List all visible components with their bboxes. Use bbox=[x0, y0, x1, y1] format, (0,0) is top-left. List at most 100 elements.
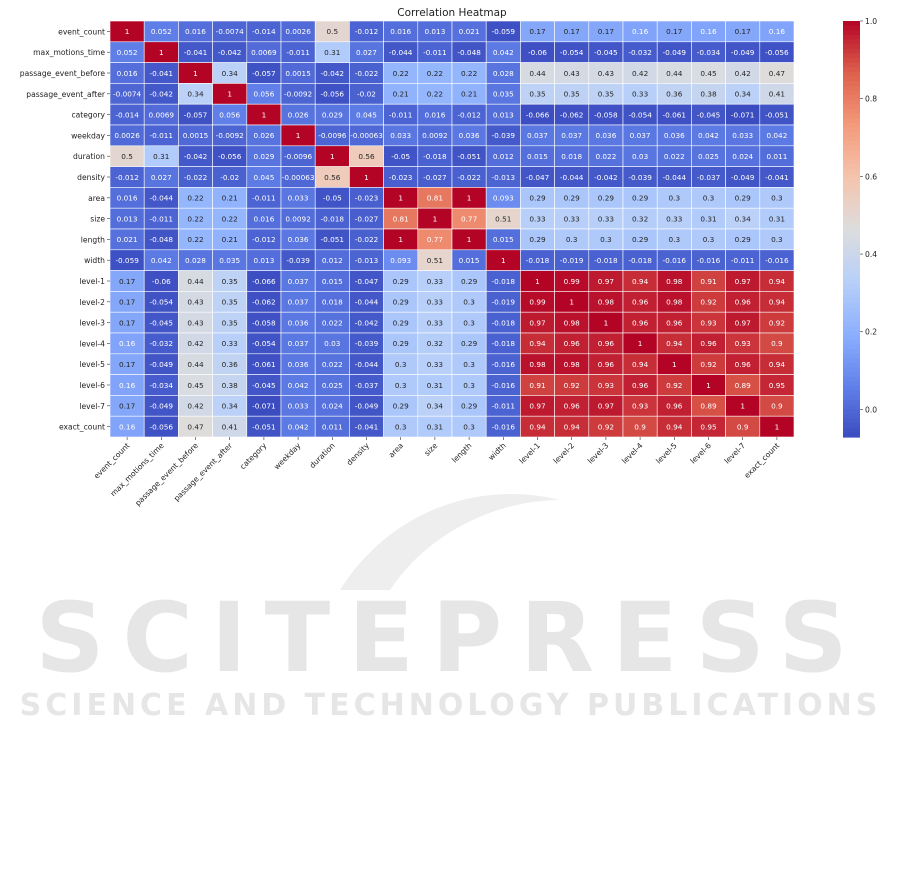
cell-value-label: -0.019 bbox=[560, 256, 584, 265]
colorbar-segment bbox=[843, 427, 860, 433]
cell-value-label: -0.041 bbox=[355, 422, 379, 431]
cell-value-label: 0.016 bbox=[253, 214, 274, 223]
cell-value-label: 0.0026 bbox=[114, 131, 140, 140]
cell-value-label: -0.041 bbox=[150, 69, 174, 78]
cell-value-label: -0.054 bbox=[628, 110, 652, 119]
watermark-swoosh-icon bbox=[340, 494, 560, 590]
cell-value-label: 0.29 bbox=[393, 402, 410, 411]
cell-value-label: 0.34 bbox=[735, 214, 752, 223]
cell-value-label: 0.33 bbox=[427, 277, 444, 286]
colorbar-tick-label: 1.0 bbox=[865, 17, 877, 26]
cell-value-label: 0.93 bbox=[700, 318, 717, 327]
colorbar-segment bbox=[843, 187, 860, 193]
cell-value-label: -0.037 bbox=[697, 173, 721, 182]
cell-value-label: 0.3 bbox=[771, 235, 783, 244]
colorbar-segment bbox=[843, 173, 860, 179]
cell-value-label: -0.014 bbox=[252, 27, 276, 36]
x-tick-label: level-3 bbox=[586, 441, 611, 466]
colorbar-segment bbox=[843, 201, 860, 207]
colorbar-segment bbox=[843, 413, 860, 420]
colorbar-segment bbox=[843, 21, 860, 27]
cell-value-label: 0.028 bbox=[493, 69, 514, 78]
cell-value-label: 0.012 bbox=[493, 152, 514, 161]
cell-value-label: -0.016 bbox=[765, 256, 789, 265]
colorbar-segment bbox=[843, 423, 860, 429]
cell-value-label: -0.012 bbox=[457, 110, 481, 119]
cell-value-label: 1 bbox=[364, 173, 369, 182]
cell-value-label: -0.016 bbox=[492, 381, 516, 390]
cell-value-label: 0.94 bbox=[529, 339, 546, 348]
colorbar-segment bbox=[843, 182, 860, 188]
cell-value-label: -0.056 bbox=[150, 422, 174, 431]
cell-value-label: 0.98 bbox=[529, 360, 546, 369]
cell-value-label: 0.013 bbox=[424, 27, 445, 36]
cell-value-label: 0.17 bbox=[119, 318, 136, 327]
cell-value-label: 0.29 bbox=[632, 235, 649, 244]
cell-value-label: 0.31 bbox=[769, 214, 785, 223]
colorbar-segment bbox=[843, 25, 860, 31]
cell-value-label: 0.22 bbox=[427, 69, 443, 78]
cell-value-label: 0.34 bbox=[427, 402, 444, 411]
cell-value-label: 0.036 bbox=[288, 360, 309, 369]
cell-value-label: -0.012 bbox=[252, 235, 276, 244]
colorbar-segment bbox=[843, 113, 860, 119]
cell-value-label: -0.016 bbox=[492, 422, 516, 431]
cell-value-label: 0.0015 bbox=[285, 69, 311, 78]
cell-value-label: 1 bbox=[535, 277, 540, 286]
cell-value-label: 0.036 bbox=[459, 131, 480, 140]
cell-value-label: -0.0074 bbox=[216, 27, 245, 36]
cell-value-label: 0.22 bbox=[187, 214, 203, 223]
cell-value-label: 0.97 bbox=[598, 277, 615, 286]
colorbar-tick-label: 0.4 bbox=[865, 250, 877, 259]
colorbar-segment bbox=[843, 400, 860, 406]
cell-value-label: 0.47 bbox=[187, 422, 204, 431]
cell-value-label: 0.22 bbox=[187, 235, 203, 244]
watermark-tagline: SCIENCE AND TECHNOLOGY PUBLICATIONS bbox=[19, 688, 882, 723]
cell-value-label: -0.0092 bbox=[284, 90, 312, 99]
cell-value-label: -0.039 bbox=[286, 256, 310, 265]
cell-value-label: 0.77 bbox=[427, 235, 444, 244]
cell-value-label: 0.22 bbox=[222, 214, 238, 223]
y-tick-label: area bbox=[88, 194, 105, 203]
cell-value-label: 0.029 bbox=[322, 110, 343, 119]
cell-value-label: -0.044 bbox=[389, 48, 413, 57]
cell-value-label: 0.36 bbox=[222, 360, 239, 369]
cell-value-label: -0.044 bbox=[150, 194, 174, 203]
cell-value-label: 0.042 bbox=[151, 256, 172, 265]
cell-value-label: 0.015 bbox=[527, 152, 548, 161]
colorbar-segment bbox=[843, 353, 860, 360]
cell-value-label: 0.33 bbox=[632, 90, 649, 99]
colorbar-segment bbox=[843, 335, 860, 341]
cell-value-label: -0.045 bbox=[594, 48, 618, 57]
cell-value-label: -0.018 bbox=[492, 318, 516, 327]
cell-value-label: 0.16 bbox=[119, 339, 136, 348]
cell-value-label: 0.5 bbox=[121, 152, 133, 161]
cell-value-label: 0.17 bbox=[119, 360, 136, 369]
cell-value-label: -0.032 bbox=[150, 339, 174, 348]
cell-value-label: 0.94 bbox=[666, 422, 683, 431]
cell-value-label: 0.015 bbox=[459, 256, 480, 265]
colorbar-segment bbox=[843, 192, 860, 198]
cell-value-label: 0.042 bbox=[766, 131, 787, 140]
cell-value-label: 0.92 bbox=[564, 381, 580, 390]
colorbar-segment bbox=[843, 76, 860, 82]
cell-value-label: -0.018 bbox=[628, 256, 652, 265]
cell-value-label: 0.35 bbox=[529, 90, 545, 99]
cell-value-label: 0.056 bbox=[219, 110, 240, 119]
cell-value-label: -0.042 bbox=[184, 152, 208, 161]
cell-value-label: -0.00063 bbox=[350, 131, 383, 140]
cell-value-label: -0.02 bbox=[220, 173, 239, 182]
colorbar-segment bbox=[843, 81, 860, 87]
cell-value-label: -0.0096 bbox=[318, 131, 347, 140]
cell-value-label: 0.29 bbox=[735, 235, 752, 244]
cell-value-label: 0.35 bbox=[222, 298, 238, 307]
cell-value-label: -0.071 bbox=[252, 402, 276, 411]
cell-value-label: 1 bbox=[330, 152, 335, 161]
cell-value-label: 0.44 bbox=[187, 277, 204, 286]
x-tick-label: level-5 bbox=[654, 441, 679, 466]
y-tick-label: level-4 bbox=[79, 339, 105, 348]
cell-value-label: -0.018 bbox=[492, 339, 516, 348]
cell-value-label: -0.057 bbox=[252, 69, 276, 78]
cell-value-label: 0.94 bbox=[769, 360, 786, 369]
